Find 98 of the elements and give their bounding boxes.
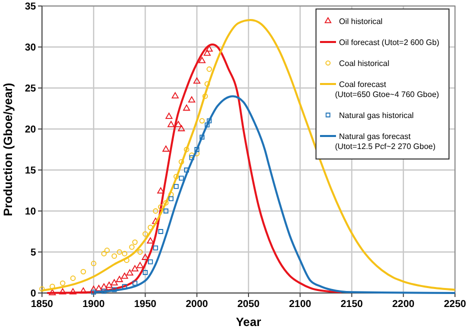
- y-axis-title: Production (Gboe/year): [1, 82, 15, 216]
- point: [163, 208, 168, 214]
- point: [112, 253, 117, 259]
- y-tick-label: 0: [30, 288, 36, 300]
- point: [121, 272, 128, 279]
- legend-label: Coal forecast (Utot=650 Gtoe~4 760 Gboe): [335, 80, 440, 99]
- point: [168, 192, 174, 198]
- x-tick-label: 2200: [392, 299, 415, 310]
- point: [168, 120, 175, 128]
- point: [146, 237, 154, 244]
- point: [198, 56, 206, 64]
- point: [90, 260, 96, 266]
- y-tick-label: 15: [24, 166, 36, 176]
- point: [158, 204, 164, 210]
- point: [163, 200, 169, 206]
- point: [60, 280, 66, 286]
- y-tick-label: 35: [24, 2, 36, 12]
- point: [122, 284, 128, 289]
- point: [152, 218, 160, 224]
- point: [100, 283, 108, 290]
- x-tick-label: 2050: [237, 299, 260, 310]
- point: [206, 66, 212, 72]
- point: [206, 118, 212, 124]
- y-tick-label: 25: [24, 84, 36, 94]
- x-tick-label: 2150: [340, 299, 364, 310]
- point: [102, 288, 106, 294]
- point: [132, 280, 138, 286]
- point: [189, 152, 194, 158]
- point: [183, 104, 190, 111]
- point: [204, 81, 210, 87]
- legend-label: Oil forecast (Utot=2 600 Gb): [339, 38, 440, 47]
- point: [178, 176, 184, 181]
- point: [116, 276, 123, 282]
- point: [194, 147, 200, 152]
- point: [184, 146, 190, 152]
- point: [148, 259, 153, 264]
- legend-label: Coal historical: [339, 59, 390, 68]
- point: [101, 250, 107, 256]
- legend-label: Oil historical: [339, 17, 383, 26]
- x-tick-label: 1950: [134, 299, 157, 310]
- point: [126, 269, 134, 276]
- point: [122, 250, 128, 256]
- y-tick-label: 20: [24, 124, 36, 136]
- point: [112, 287, 117, 292]
- point: [148, 224, 154, 230]
- point: [104, 248, 110, 254]
- point: [70, 276, 76, 281]
- point: [136, 262, 144, 268]
- point: [142, 270, 148, 275]
- point: [172, 92, 179, 98]
- x-tick-label: 1850: [30, 299, 54, 310]
- point: [157, 187, 164, 194]
- point: [166, 112, 172, 119]
- point: [131, 265, 138, 272]
- point: [106, 282, 113, 288]
- y-tick-label: 5: [30, 248, 36, 258]
- x-tick-label: 1900: [82, 299, 106, 310]
- point: [80, 268, 86, 274]
- x-tick-label: 2100: [289, 299, 312, 310]
- legend-label: Natural gas forecast (Utot=12.5 Pcf~2 270 Gboe): [335, 132, 436, 151]
- point: [188, 96, 196, 103]
- point: [202, 93, 208, 99]
- point: [174, 120, 182, 128]
- point: [142, 254, 149, 260]
- point: [204, 50, 211, 56]
- point: [116, 249, 122, 255]
- point: [162, 146, 170, 152]
- point: [69, 288, 76, 294]
- x-tick-label: 2250: [444, 299, 467, 310]
- legend-label: Natural gas historical: [339, 111, 414, 120]
- point: [174, 184, 179, 189]
- y-tick-label: 10: [24, 206, 36, 218]
- point: [206, 46, 213, 52]
- point: [110, 279, 118, 286]
- point: [174, 174, 179, 180]
- y-tick-label: 30: [24, 42, 36, 54]
- point: [199, 118, 205, 124]
- point: [178, 125, 185, 132]
- point: [91, 290, 96, 295]
- point: [200, 134, 204, 140]
- point: [189, 155, 194, 160]
- point: [95, 284, 102, 292]
- point: [178, 159, 184, 165]
- point: [158, 229, 164, 234]
- point: [137, 249, 143, 255]
- point: [193, 77, 200, 84]
- point: [59, 288, 66, 294]
- point: [168, 196, 174, 202]
- point: [204, 122, 210, 128]
- point: [132, 239, 138, 245]
- point: [48, 289, 56, 296]
- x-axis-title: Year: [236, 315, 262, 329]
- x-tick-label: 2000: [186, 299, 208, 310]
- point: [142, 231, 148, 237]
- point: [80, 287, 87, 294]
- point: [129, 244, 135, 250]
- point: [153, 245, 158, 250]
- point: [152, 208, 158, 214]
